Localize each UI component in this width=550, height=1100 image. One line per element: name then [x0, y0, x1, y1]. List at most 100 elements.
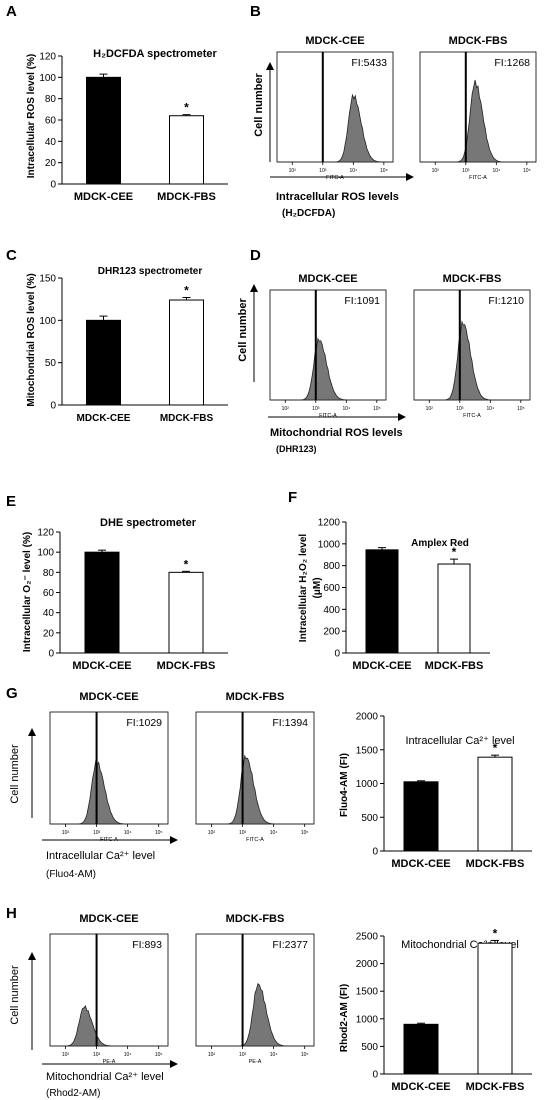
chart-title: Amplex Red: [411, 538, 469, 549]
log-tick-label: 10⁵: [301, 1052, 309, 1058]
x-category-label: MDCK-FBS: [466, 858, 525, 870]
sample-title: MDCK-FBS: [226, 913, 285, 925]
panel-label-f: F: [288, 489, 297, 506]
bar-mdck-fbs: [437, 563, 471, 654]
y-tick-label: 800: [323, 561, 340, 572]
bar-marks: *: [383, 926, 532, 1075]
y-tick-labels: 0 50 100 150: [39, 274, 62, 412]
bar-mdck-cee: [403, 1023, 439, 1075]
x-category-labels: MDCK-CEE MDCK-FBS: [391, 1081, 524, 1093]
y-tick-label: 100: [37, 548, 54, 559]
panel-label-a: A: [6, 3, 17, 20]
y-tick-label: 60: [43, 588, 55, 599]
y-axis-label: Mitochondrial ROS level (%): [26, 273, 37, 406]
bar-marks: *: [59, 532, 228, 654]
y-tick-label: 0: [372, 847, 378, 858]
channel-label: FITC-A: [319, 413, 337, 419]
panel-label-e: E: [6, 493, 16, 510]
bar-chart-h: Mitochondrial Ca²⁺ level Rhod2-AM (FI) 0…: [339, 926, 532, 1093]
log-tick-label: 10⁴: [124, 1052, 132, 1058]
y-axis-arrowhead: [250, 284, 258, 292]
y-tick-label: 80: [45, 94, 57, 105]
y-axis-label: Cell number: [253, 73, 265, 137]
chart-title: H₂DCFDA spectrometer: [93, 48, 217, 60]
y-axis-label: Fluo4-AM (FI): [339, 753, 350, 817]
y-axis-label-unit: (μM): [312, 577, 323, 598]
log-tick-label: 10³: [93, 1052, 101, 1058]
x-category-label: MDCK-FBS: [157, 191, 216, 203]
chart-title: DHR123 spectrometer: [98, 266, 203, 277]
bar-mdck-fbs: [169, 115, 204, 185]
fi-value: FI:893: [132, 939, 162, 951]
bar-mdck-cee: [84, 551, 120, 654]
fi-value: FI:1029: [126, 717, 162, 729]
y-axis-arrowhead: [28, 952, 36, 960]
bar-marks: *: [61, 278, 228, 406]
significance-asterisk: *: [184, 101, 189, 115]
histogram-plot-b-mdck-fbs: MDCK-FBS 10² 10³ 10⁴ 10⁵ FITC-A FI:1268: [419, 35, 537, 181]
fi-value: FI:2377: [272, 939, 308, 951]
panel-label-h: H: [6, 905, 17, 922]
plot-frame: [49, 933, 169, 1047]
y-tick-label: 500: [361, 813, 378, 824]
bar-mdck-cee: [365, 549, 399, 654]
y-tick-label: 150: [39, 274, 56, 285]
x-category-label: MDCK-CEE: [391, 1081, 450, 1093]
sample-title: MDCK-FBS: [443, 273, 502, 285]
log-tick-label: 10²: [62, 830, 70, 836]
significance-asterisk: *: [184, 557, 189, 571]
bar-mdck-fbs: [477, 756, 513, 852]
y-tick-labels: 0 20 40 60 80 100 120: [39, 52, 62, 191]
y-tick-label: 2500: [356, 932, 379, 943]
log-tick-label: 10²: [208, 1052, 216, 1058]
log-tick-label: 10³: [93, 830, 101, 836]
log-tick-label: 10³: [319, 168, 327, 174]
y-tick-label: 20: [43, 628, 55, 639]
x-axis-arrowhead: [398, 413, 406, 421]
x-axis-arrowhead: [170, 1060, 178, 1068]
histogram-plot-d-mdck-cee: MDCK-CEE 10² 10³ 10⁴ 10⁵ FITC-A FI:1091: [269, 273, 387, 419]
fi-value: FI:5433: [351, 57, 387, 69]
histogram-peak: [50, 1005, 168, 1047]
y-tick-label: 40: [45, 137, 57, 148]
x-category-label: MDCK-CEE: [74, 191, 133, 203]
y-axis-label: Cell number: [9, 965, 21, 1025]
y-axis-label: Cell number: [9, 744, 21, 804]
y-tick-label: 0: [50, 401, 56, 412]
x-category-labels: MDCK-CEE MDCK-FBS: [352, 660, 483, 672]
y-tick-label: 50: [45, 358, 57, 369]
sample-title: MDCK-FBS: [449, 35, 508, 47]
channel-label: FITC-A: [100, 837, 118, 843]
probe-label: (DHR123): [276, 444, 317, 454]
channel-label: FITC-A: [463, 413, 481, 419]
x-category-labels: MDCK-CEE MDCK-FBS: [72, 660, 215, 672]
probe-label: (H₂DCFDA): [282, 208, 335, 219]
histogram-panel-h: Cell number Mitochondrial Ca²⁺ level (Rh…: [9, 952, 178, 1099]
y-tick-label: 0: [334, 649, 340, 660]
y-axis-label: Cell number: [237, 298, 249, 362]
fi-value: FI:1210: [488, 295, 524, 307]
y-tick-label: 1000: [356, 1014, 379, 1025]
x-category-label: MDCK-FBS: [425, 660, 484, 672]
log-tick-label: 10⁴: [492, 168, 500, 174]
x-axis-label: Intracellular ROS levels: [276, 191, 399, 203]
bar-mdck-cee: [86, 76, 121, 185]
sample-title: MDCK-CEE: [298, 273, 357, 285]
x-axis-label: Intracellular Ca²⁺ level: [46, 850, 155, 862]
log-tick-label: 10⁴: [270, 1052, 278, 1058]
significance-asterisk: *: [493, 926, 498, 940]
panel-label-g: G: [6, 685, 18, 702]
histogram-plot-g-mdck-cee: MDCK-CEE 10² 10³ 10⁴ 10⁵ FITC-A FI:1029: [49, 691, 169, 843]
histogram-peak: [270, 337, 386, 401]
histogram-plot-h-mdck-cee: MDCK-CEE 10² 10³ 10⁴ 10⁵ PE-A FI:893: [49, 913, 169, 1065]
log-tick-label: 10⁵: [380, 168, 388, 174]
bar-mdck-cee: [403, 781, 439, 852]
log-tick-label: 10³: [239, 830, 247, 836]
y-tick-label: 600: [323, 583, 340, 594]
histogram-panel-g: Cell number Intracellular Ca²⁺ level (Fl…: [9, 728, 178, 880]
histogram-plot-b-mdck-cee: MDCK-CEE 10² 10³ 10⁴ 10⁵ FITC-A FI:5433: [276, 35, 394, 181]
y-tick-label: 0: [48, 649, 54, 660]
probe-label: (Fluo4-AM): [46, 869, 96, 880]
y-tick-label: 120: [37, 528, 54, 539]
log-tick-label: 10²: [282, 406, 290, 412]
